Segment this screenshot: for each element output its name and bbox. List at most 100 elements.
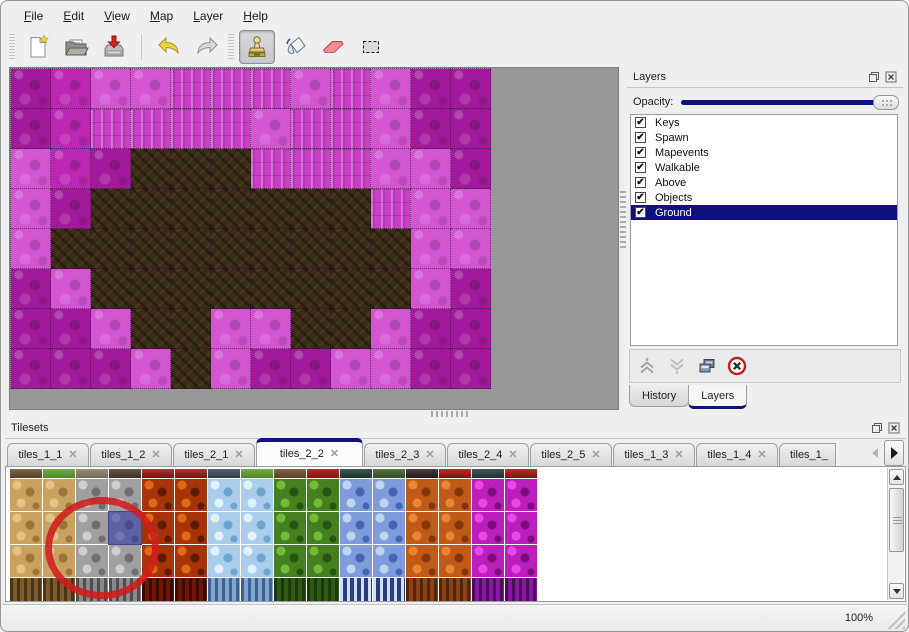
menu-layer[interactable]: Layer [193,9,224,23]
map-tile[interactable] [11,189,51,229]
tileset-tile[interactable] [439,469,471,478]
menu-edit[interactable]: Edit [63,9,85,23]
map-tile[interactable] [51,69,91,109]
map-tile[interactable] [371,269,411,309]
map-tile[interactable] [331,309,371,349]
map-tile[interactable] [331,109,371,149]
close-tab-icon[interactable]: ✕ [834,449,835,461]
tileset-tile-edge[interactable] [142,578,174,601]
tileset-tile[interactable] [142,469,174,478]
tileset-viewport[interactable] [5,466,906,602]
tileset-tile-vines[interactable] [307,479,339,511]
layer-visibility-checkbox[interactable]: ✔ [635,117,646,128]
scrollbar-thumb[interactable] [889,488,904,552]
map-tile[interactable] [291,349,331,389]
map-tile[interactable] [171,149,211,189]
tileset-tile-ice[interactable] [208,545,240,577]
tileset-tile-ice[interactable] [241,479,273,511]
tileset-tab-tiles_2_5[interactable]: tiles_2_5 ✕ [530,443,612,466]
dock-tab-history[interactable]: History [629,385,690,407]
tileset-tile-edge[interactable] [505,578,537,601]
rect-select-tool-button[interactable] [353,30,389,64]
layer-row-ground[interactable]: ✔ Ground [631,205,897,220]
map-tile[interactable] [51,349,91,389]
tileset-tile-vines[interactable] [307,545,339,577]
map-tile[interactable] [251,229,291,269]
map-tile[interactable] [131,349,171,389]
close-tab-icon[interactable]: ✕ [425,448,435,461]
map-tile[interactable] [131,189,171,229]
map-tile[interactable] [131,149,171,189]
new-file-button[interactable] [20,30,56,64]
menu-file[interactable]: File [24,9,44,23]
map-tile[interactable] [91,69,131,109]
tileset-tile-lava-rock[interactable] [175,512,207,544]
scroll-up-button[interactable] [889,469,904,485]
tileset-tile[interactable] [505,469,537,478]
tileset-tab-tiles_1_4[interactable]: tiles_1_4 ✕ [696,443,778,466]
layer-visibility-checkbox[interactable]: ✔ [635,207,646,218]
map-tile[interactable] [11,269,51,309]
layer-visibility-checkbox[interactable]: ✔ [635,177,646,188]
close-tab-icon[interactable]: ✕ [68,448,78,461]
float-panel-icon[interactable] [870,422,883,435]
tileset-tile-edge[interactable] [472,578,504,601]
tileset-tile-bubbles[interactable] [439,545,471,577]
tileset-tab-tiles_1_1[interactable]: tiles_1_1 ✕ [7,443,89,466]
map-tile[interactable] [291,269,331,309]
map-tile[interactable] [451,349,491,389]
save-button[interactable] [96,30,132,64]
map-tile[interactable] [251,149,291,189]
tileset-tile-edge[interactable] [373,578,405,601]
map-tile[interactable] [171,189,211,229]
tileset-tile[interactable] [241,469,273,478]
menu-map[interactable]: Map [149,9,174,23]
map-tile[interactable] [291,229,331,269]
tileset-tab-tiles_2_4[interactable]: tiles_2_4 ✕ [447,443,529,466]
map-tile[interactable] [211,189,251,229]
resize-grip[interactable] [887,611,905,629]
tileset-tile-bubbles[interactable] [439,512,471,544]
map-tile[interactable] [11,149,51,189]
tileset-tile[interactable] [109,469,141,478]
tileset-tile-bubbles[interactable] [406,545,438,577]
map-tile[interactable] [411,269,451,309]
map-tile[interactable] [411,69,451,109]
layer-visibility-checkbox[interactable]: ✔ [635,147,646,158]
tileset-tile-lava-rock[interactable] [175,545,207,577]
tileset-tile-vines[interactable] [274,545,306,577]
map-tile[interactable] [411,149,451,189]
map-tile[interactable] [11,109,51,149]
tileset-tile-cells[interactable] [505,545,537,577]
tileset-tile-edge[interactable] [439,578,471,601]
eraser-tool-button[interactable] [315,30,351,64]
map-tile[interactable] [291,189,331,229]
map-tile[interactable] [171,349,211,389]
scroll-tabs-left-button[interactable] [868,441,882,465]
map-tile[interactable] [411,189,451,229]
tileset-tile[interactable] [307,469,339,478]
tileset-tile-crystal[interactable] [373,545,405,577]
map-tile[interactable] [251,69,291,109]
map-tile[interactable] [451,229,491,269]
map-tile[interactable] [451,109,491,149]
map-tile[interactable] [291,309,331,349]
map-tile[interactable] [371,69,411,109]
map-tile[interactable] [131,109,171,149]
map-tile[interactable] [371,309,411,349]
vertical-splitter[interactable] [620,191,626,251]
close-tab-icon[interactable]: ✕ [329,447,340,460]
map-tile[interactable] [171,69,211,109]
dock-tab-layers[interactable]: Layers [688,385,748,409]
tileset-tile[interactable] [208,469,240,478]
map-tile[interactable] [211,109,251,149]
map-tile[interactable] [451,189,491,229]
map-tile[interactable] [11,229,51,269]
map-tile[interactable] [171,109,211,149]
tileset-tile-edge[interactable] [307,578,339,601]
tileset-tile[interactable] [274,469,306,478]
tileset-tile-ice[interactable] [241,545,273,577]
tileset-tile-edge[interactable] [241,578,273,601]
tileset-tile[interactable] [43,469,75,478]
scroll-down-button[interactable] [889,583,904,599]
